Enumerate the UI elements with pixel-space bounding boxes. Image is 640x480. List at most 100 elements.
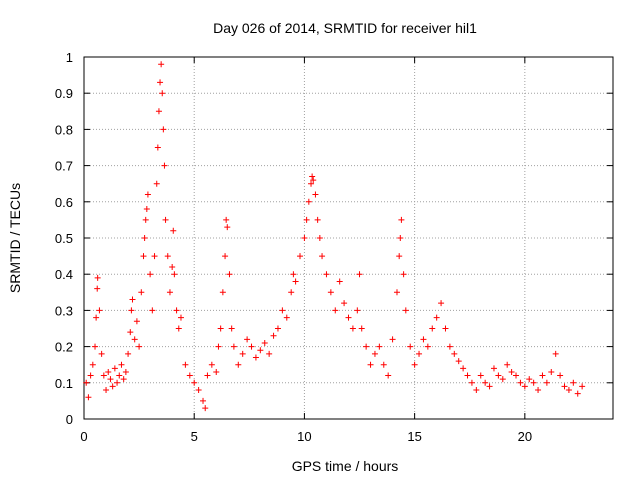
- data-point: [223, 216, 230, 223]
- y-tick-label: 0.6: [55, 195, 73, 210]
- data-point: [310, 177, 317, 184]
- data-point: [402, 307, 409, 314]
- data-points: [83, 61, 586, 412]
- data-point: [129, 296, 136, 303]
- data-point: [85, 394, 92, 401]
- y-tick-label: 0.1: [55, 376, 73, 391]
- data-point: [464, 372, 471, 379]
- data-point: [356, 271, 363, 278]
- data-point: [579, 383, 586, 390]
- data-point: [308, 180, 315, 187]
- data-point: [208, 361, 215, 368]
- data-point: [358, 325, 365, 332]
- x-tick-label: 15: [407, 429, 421, 444]
- data-point: [548, 368, 555, 375]
- data-point: [411, 361, 418, 368]
- data-point: [118, 361, 125, 368]
- data-point: [557, 372, 564, 379]
- data-point: [552, 350, 559, 357]
- data-point: [87, 372, 94, 379]
- data-point: [468, 379, 475, 386]
- data-point: [122, 368, 129, 375]
- data-point: [224, 224, 231, 231]
- data-point: [297, 253, 304, 260]
- data-point: [125, 350, 132, 357]
- data-point: [305, 198, 312, 205]
- data-point: [380, 361, 387, 368]
- data-point: [341, 300, 348, 307]
- data-point: [455, 358, 462, 365]
- data-point: [164, 253, 171, 260]
- y-axis-label: SRMTID / TECUs: [7, 183, 23, 293]
- data-point: [393, 289, 400, 296]
- y-tick-label: 0.5: [55, 231, 73, 246]
- data-point: [157, 79, 164, 86]
- data-point: [279, 307, 286, 314]
- data-point: [161, 162, 168, 169]
- data-point: [154, 144, 161, 151]
- data-point: [420, 336, 427, 343]
- x-tick-label: 10: [297, 429, 311, 444]
- data-point: [274, 325, 281, 332]
- data-point: [517, 379, 524, 386]
- data-point: [349, 325, 356, 332]
- data-point: [543, 379, 550, 386]
- data-point: [141, 235, 148, 241]
- x-tick-label: 20: [518, 429, 532, 444]
- data-point: [539, 372, 546, 379]
- data-point: [89, 361, 96, 368]
- data-point: [127, 329, 134, 336]
- data-point: [336, 278, 343, 285]
- data-point: [424, 343, 431, 350]
- data-point: [140, 253, 147, 260]
- data-point: [96, 307, 103, 314]
- data-point: [385, 372, 392, 379]
- data-point: [144, 191, 151, 198]
- data-point: [186, 372, 193, 379]
- data-point: [261, 339, 268, 346]
- data-point: [477, 372, 484, 379]
- data-point: [266, 350, 273, 357]
- data-point: [345, 314, 352, 321]
- data-point: [332, 307, 339, 314]
- data-point: [98, 350, 105, 357]
- data-point: [171, 271, 178, 278]
- data-point: [83, 379, 90, 386]
- data-point: [574, 390, 581, 397]
- data-point: [319, 253, 326, 260]
- data-point: [94, 285, 101, 292]
- data-point: [248, 343, 255, 350]
- data-point: [170, 227, 177, 234]
- data-point: [398, 216, 405, 223]
- data-point: [235, 361, 242, 368]
- data-point: [327, 289, 334, 296]
- data-point: [508, 368, 515, 375]
- data-point: [416, 350, 423, 357]
- data-point: [433, 314, 440, 321]
- data-point: [200, 397, 207, 404]
- data-point: [451, 350, 458, 357]
- data-point: [490, 365, 497, 372]
- data-point: [526, 376, 533, 383]
- data-point: [486, 383, 493, 390]
- data-point: [270, 332, 277, 339]
- data-point: [561, 383, 568, 390]
- data-point: [438, 300, 445, 307]
- data-point: [143, 206, 150, 213]
- grid: [84, 57, 613, 419]
- data-point: [142, 216, 149, 223]
- data-point: [290, 271, 297, 278]
- data-point: [105, 368, 112, 375]
- data-point: [226, 271, 233, 278]
- data-point: [499, 376, 506, 383]
- data-point: [367, 361, 374, 368]
- data-point: [473, 387, 480, 394]
- data-point: [323, 271, 330, 278]
- data-point: [252, 354, 259, 361]
- data-point: [301, 235, 308, 241]
- data-point: [314, 216, 321, 223]
- data-point: [158, 61, 165, 68]
- data-point: [217, 325, 224, 332]
- data-point: [153, 180, 160, 187]
